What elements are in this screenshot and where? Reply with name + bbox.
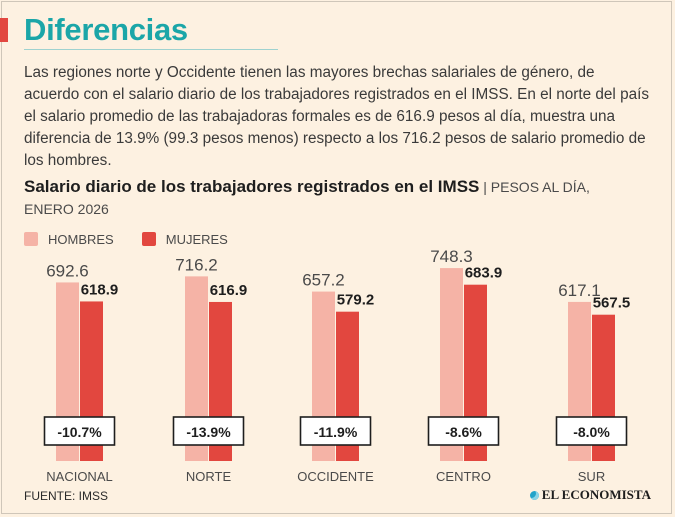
chart-title-block: Salario diario de los trabajadores regis… <box>24 176 634 220</box>
difference-box-occidente <box>299 416 372 446</box>
category-label-norte: NORTE <box>186 469 232 484</box>
description-text: Las regiones norte y Occidente tienen la… <box>24 64 649 169</box>
category-label-sur: SUR <box>578 469 605 484</box>
difference-label-sur: -8.0% <box>573 424 610 440</box>
legend-item-mujeres: MUJERES <box>141 231 228 247</box>
legend-label-hombres: HOMBRES <box>48 231 114 247</box>
value-label-hombres-occidente: 657.2 <box>302 271 345 290</box>
value-label-mujeres-occidente: 579.2 <box>337 292 375 309</box>
difference-label-norte: -13.9% <box>186 424 231 440</box>
difference-box-norte <box>172 416 245 446</box>
value-label-hombres-centro: 748.3 <box>430 247 473 266</box>
title-separator: | <box>483 179 491 195</box>
difference-box-centro <box>427 416 500 446</box>
value-label-mujeres-sur: 567.5 <box>593 295 631 312</box>
legend-swatch-mujeres <box>141 232 156 246</box>
difference-label-centro: -8.6% <box>445 424 482 440</box>
publisher-name: EL ECONOMISTA <box>541 487 651 502</box>
bar-hombres-centro <box>440 268 463 461</box>
category-label-centro: CENTRO <box>436 469 491 484</box>
value-label-mujeres-centro: 683.9 <box>465 265 503 282</box>
legend-label-mujeres: MUJERES <box>165 231 228 247</box>
value-label-hombres-sur: 617.1 <box>558 281 601 300</box>
difference-label-occidente: -11.9% <box>314 424 358 440</box>
value-label-mujeres-norte: 616.9 <box>210 282 248 299</box>
difference-box-sur <box>555 416 628 446</box>
value-label-mujeres-nacional: 618.9 <box>81 281 119 298</box>
publisher-logo: EL ECONOMISTA <box>529 487 651 503</box>
chart-legend: HOMBRES MUJERES <box>24 230 256 248</box>
category-label-occidente: OCCIDENTE <box>297 469 374 484</box>
legend-item-hombres: HOMBRES <box>24 232 114 247</box>
value-label-hombres-norte: 716.2 <box>175 255 218 274</box>
bar-hombres-norte <box>185 276 208 461</box>
category-label-nacional: NACIONAL <box>46 469 112 484</box>
chart-subtitle: PESOS AL DÍA, ENERO 2026 <box>24 179 590 217</box>
difference-box-nacional <box>43 416 116 446</box>
legend-swatch-hombres <box>24 232 38 246</box>
title-underline <box>24 49 278 50</box>
difference-label-nacional: -10.7% <box>57 424 102 440</box>
page-title: Diferencias <box>24 12 188 47</box>
chart-title: Salario diario de los trabajadores regis… <box>24 177 480 196</box>
source-note: FUENTE: IMSS <box>24 489 109 503</box>
title-accent-bar <box>0 18 8 42</box>
value-label-hombres-nacional: 692.6 <box>46 261 89 280</box>
logo-globe-icon <box>529 490 539 500</box>
